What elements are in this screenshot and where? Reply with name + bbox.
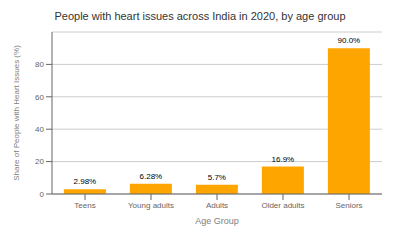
svg-text:Older adults: Older adults (261, 201, 304, 210)
svg-text:0: 0 (40, 190, 45, 199)
svg-text:90.0%: 90.0% (338, 36, 361, 45)
svg-text:Adults: Adults (206, 201, 228, 210)
svg-text:Teens: Teens (74, 201, 95, 210)
svg-text:Seniors: Seniors (335, 201, 362, 210)
svg-text:Young adults: Young adults (128, 201, 174, 210)
svg-text:Age Group: Age Group (195, 216, 239, 226)
html-text:People with heart issues acros: People with heart issues across India in… (54, 10, 346, 22)
svg-text:20: 20 (35, 157, 44, 166)
svg-text:Share of People with Heart Iss: Share of People with Heart Issues (%) (12, 45, 21, 181)
svg-text:5.7%: 5.7% (208, 173, 226, 182)
svg-text:2.98%: 2.98% (74, 177, 97, 186)
svg-text:80: 80 (35, 60, 44, 69)
svg-text:6.28%: 6.28% (140, 172, 163, 181)
svg-text:60: 60 (35, 93, 44, 102)
svg-text:16.9%: 16.9% (272, 155, 295, 164)
svg-text:40: 40 (35, 125, 44, 134)
